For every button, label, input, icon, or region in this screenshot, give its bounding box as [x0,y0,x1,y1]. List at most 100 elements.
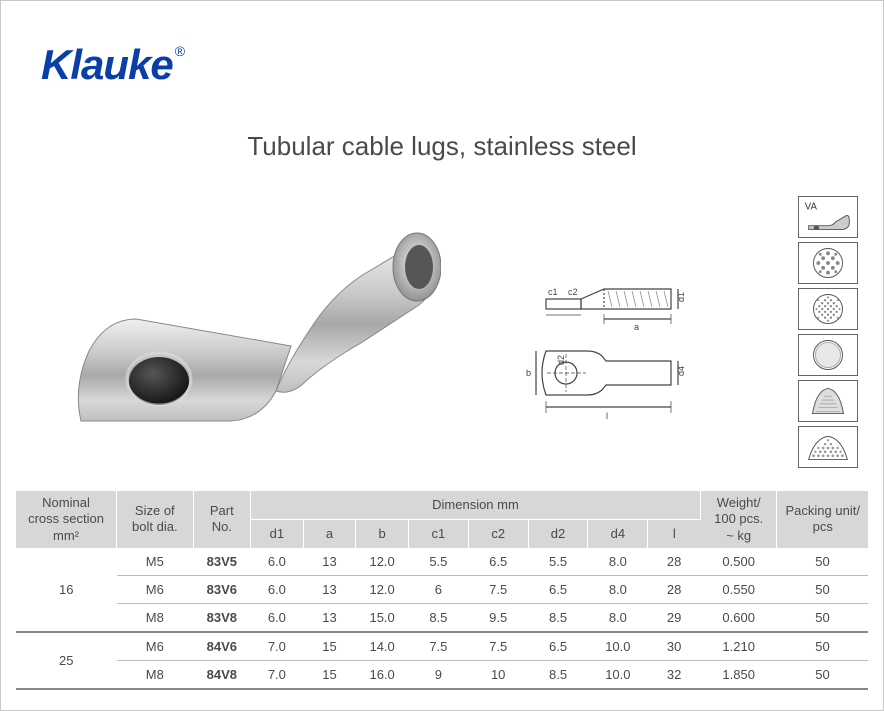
cell-d2: 6.5 [528,632,588,661]
table-row: 25 M6 84V6 7.0 15 14.0 7.5 7.5 6.5 10.0 … [16,632,868,661]
col-weight: Weight/ 100 pcs. ~ kg [700,491,777,548]
conductor-class2-icon [798,242,858,284]
table-row: M8 83V8 6.0 13 15.0 8.5 9.5 8.5 8.0 29 0… [16,603,868,632]
table-row: M8 84V8 7.0 15 16.0 9 10 8.5 10.0 32 1.8… [16,660,868,689]
cell-part: 83V8 [193,603,250,632]
cell-d4: 8.0 [588,548,648,576]
col-bolt: Size of bolt dia. [117,491,194,548]
cell-packing: 50 [777,548,868,576]
cell-bolt: M8 [117,603,194,632]
datasheet-page: Klauke® Tubular cable lugs, stainless st… [0,0,884,711]
cell-ncs: 16 [16,548,117,632]
cell-l: 32 [648,660,701,689]
cell-d1: 6.0 [251,575,304,603]
material-va-icon: VA [798,196,858,238]
cell-part: 83V6 [193,575,250,603]
registered-mark: ® [175,43,184,59]
cell-d1: 7.0 [251,632,304,661]
cell-a: 13 [303,603,356,632]
table-row: 16 M5 83V5 6.0 13 12.0 5.5 6.5 5.5 8.0 2… [16,548,868,576]
cell-packing: 50 [777,632,868,661]
col-c1: c1 [408,519,468,547]
svg-text:c2: c2 [568,287,578,297]
cell-d1: 7.0 [251,660,304,689]
cell-weight: 1.850 [700,660,777,689]
cell-a: 13 [303,548,356,576]
cell-bolt: M8 [117,660,194,689]
brand-logo: Klauke® [41,41,182,89]
col-l: l [648,519,701,547]
cell-l: 30 [648,632,701,661]
cell-d2: 5.5 [528,548,588,576]
cell-d4: 10.0 [588,632,648,661]
icon-column: VA [798,196,858,472]
sector-solid-icon [798,380,858,422]
product-photo [61,201,441,451]
cell-c1: 9 [408,660,468,689]
svg-text:c1: c1 [548,287,558,297]
cell-part: 84V8 [193,660,250,689]
cell-bolt: M5 [117,548,194,576]
cell-a: 15 [303,632,356,661]
cell-c1: 7.5 [408,632,468,661]
svg-text:d2: d2 [556,355,566,365]
col-d1: d1 [251,519,304,547]
cell-a: 13 [303,575,356,603]
cell-c2: 9.5 [468,603,528,632]
cell-d2: 8.5 [528,603,588,632]
conductor-solid-icon [798,334,858,376]
spec-table: Nominal cross section mm² Size of bolt d… [16,491,868,690]
cell-weight: 0.600 [700,603,777,632]
col-b: b [356,519,409,547]
col-dimension-group: Dimension mm [251,491,701,519]
col-d4: d4 [588,519,648,547]
cell-c1: 5.5 [408,548,468,576]
col-a: a [303,519,356,547]
cell-l: 28 [648,548,701,576]
cell-d4: 8.0 [588,603,648,632]
cell-c2: 10 [468,660,528,689]
cell-d4: 8.0 [588,575,648,603]
svg-text:a: a [634,322,639,332]
cell-c2: 7.5 [468,575,528,603]
cell-weight: 1.210 [700,632,777,661]
page-title: Tubular cable lugs, stainless steel [1,131,883,162]
cell-c2: 7.5 [468,632,528,661]
cell-part: 84V6 [193,632,250,661]
cell-packing: 50 [777,575,868,603]
cell-weight: 0.500 [700,548,777,576]
col-packing: Packing unit/ pcs [777,491,868,548]
conductor-class5-icon [798,288,858,330]
cell-c1: 8.5 [408,603,468,632]
cell-l: 28 [648,575,701,603]
cell-b: 12.0 [356,575,409,603]
cell-a: 15 [303,660,356,689]
cell-packing: 50 [777,603,868,632]
cell-d4: 10.0 [588,660,648,689]
col-ncs: Nominal cross section mm² [16,491,117,548]
table-row: M6 83V6 6.0 13 12.0 6 7.5 6.5 8.0 28 0.5… [16,575,868,603]
svg-text:l: l [606,411,608,421]
col-d2: d2 [528,519,588,547]
svg-text:b: b [526,368,531,378]
cell-c2: 6.5 [468,548,528,576]
cell-bolt: M6 [117,632,194,661]
cell-d1: 6.0 [251,603,304,632]
cell-d2: 6.5 [528,575,588,603]
cell-b: 14.0 [356,632,409,661]
svg-text:d4: d4 [676,366,686,376]
sector-stranded-icon [798,426,858,468]
cell-d1: 6.0 [251,548,304,576]
cell-b: 16.0 [356,660,409,689]
svg-text:d1: d1 [676,292,686,302]
cell-weight: 0.550 [700,575,777,603]
cell-b: 15.0 [356,603,409,632]
cell-part: 83V5 [193,548,250,576]
cell-c1: 6 [408,575,468,603]
dimension-diagram: d1 c1 c2 a b d2 [526,281,726,431]
cell-packing: 50 [777,660,868,689]
cell-bolt: M6 [117,575,194,603]
cell-ncs: 25 [16,632,117,689]
cell-l: 29 [648,603,701,632]
table-body: 16 M5 83V5 6.0 13 12.0 5.5 6.5 5.5 8.0 2… [16,548,868,689]
